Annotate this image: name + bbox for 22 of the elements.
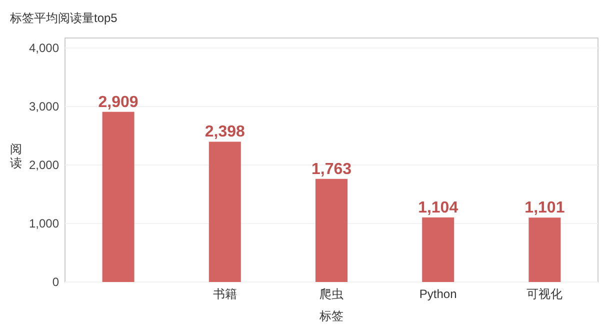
x-tick-label: 爬虫 — [320, 287, 344, 301]
bar — [316, 178, 348, 282]
y-tick-label: 3,000 — [28, 100, 60, 114]
chart-title: 标签平均阅读量top5 — [9, 11, 118, 25]
data-label: 1,763 — [311, 160, 352, 178]
bar — [208, 142, 241, 282]
y-tick-label: 2,000 — [28, 158, 60, 172]
data-label: 1,104 — [418, 199, 458, 216]
bar — [102, 112, 134, 282]
data-label: 2,398 — [204, 124, 246, 141]
y-tick-label: 1,000 — [28, 216, 60, 230]
y-tick-label: 0 — [52, 275, 60, 289]
y-tick-label: 4,000 — [28, 41, 60, 55]
bar — [422, 217, 454, 282]
x-axis-title: 标签 — [318, 309, 344, 323]
x-tick-label: 书籍 — [212, 287, 237, 301]
y-axis-title: 阅读 — [10, 142, 22, 170]
data-label: 2,909 — [98, 94, 138, 111]
x-tick-label: 可视化 — [526, 287, 563, 301]
bar — [528, 218, 561, 282]
x-tick-label: Python — [419, 287, 457, 301]
data-label: 1,101 — [524, 200, 565, 217]
